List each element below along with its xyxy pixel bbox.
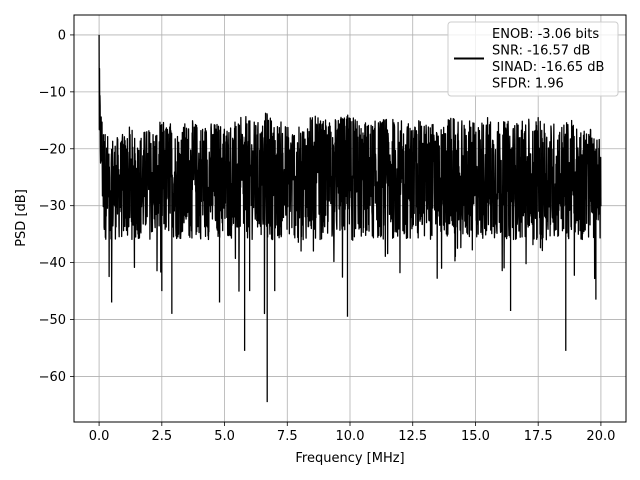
y-axis-ticks: 0 −10 −20 −30 −40 −50 −60 [39,28,74,385]
psd-series-line [98,34,602,403]
x-tick-label: 10.0 [336,429,365,444]
x-tick-label: 5.0 [214,429,235,444]
y-tick-label: −40 [39,256,66,271]
x-tick-label: 7.5 [277,429,298,444]
x-tick-label: 12.5 [398,429,427,444]
x-tick-label: 20.0 [586,429,615,444]
x-tick-label: 2.5 [151,429,172,444]
legend-label: ENOB: -3.06 bits SNR: -16.57 dB SINAD: -16… [492,27,604,92]
legend-label-line: SNR: -16.57 dB [492,44,590,59]
legend-label-line: ENOB: -3.06 bits [492,27,599,42]
legend: ENOB: -3.06 bits SNR: -16.57 dB SINAD: -16… [447,21,619,97]
legend-label-line: SFDR: 1.96 [492,77,564,92]
x-axis-ticks: 0.0 2.5 5.0 7.5 10.0 12.5 15.0 17.5 20.0 [89,422,615,444]
y-tick-label: −10 [39,85,66,100]
psd-trace [98,34,602,403]
x-tick-label: 0.0 [89,429,110,444]
y-axis-label: PSD [dB] [14,189,29,247]
y-tick-label: −20 [39,142,66,157]
x-axis-label: Frequency [MHz] [295,451,404,466]
x-tick-label: 17.5 [524,429,553,444]
y-tick-label: −50 [39,313,66,328]
legend-box [447,21,619,97]
y-tick-label: −60 [39,370,66,385]
y-tick-label: −30 [39,199,66,214]
legend-label-line: SINAD: -16.65 dB [492,60,604,75]
x-tick-label: 15.0 [461,429,490,444]
y-tick-label: 0 [58,28,66,43]
